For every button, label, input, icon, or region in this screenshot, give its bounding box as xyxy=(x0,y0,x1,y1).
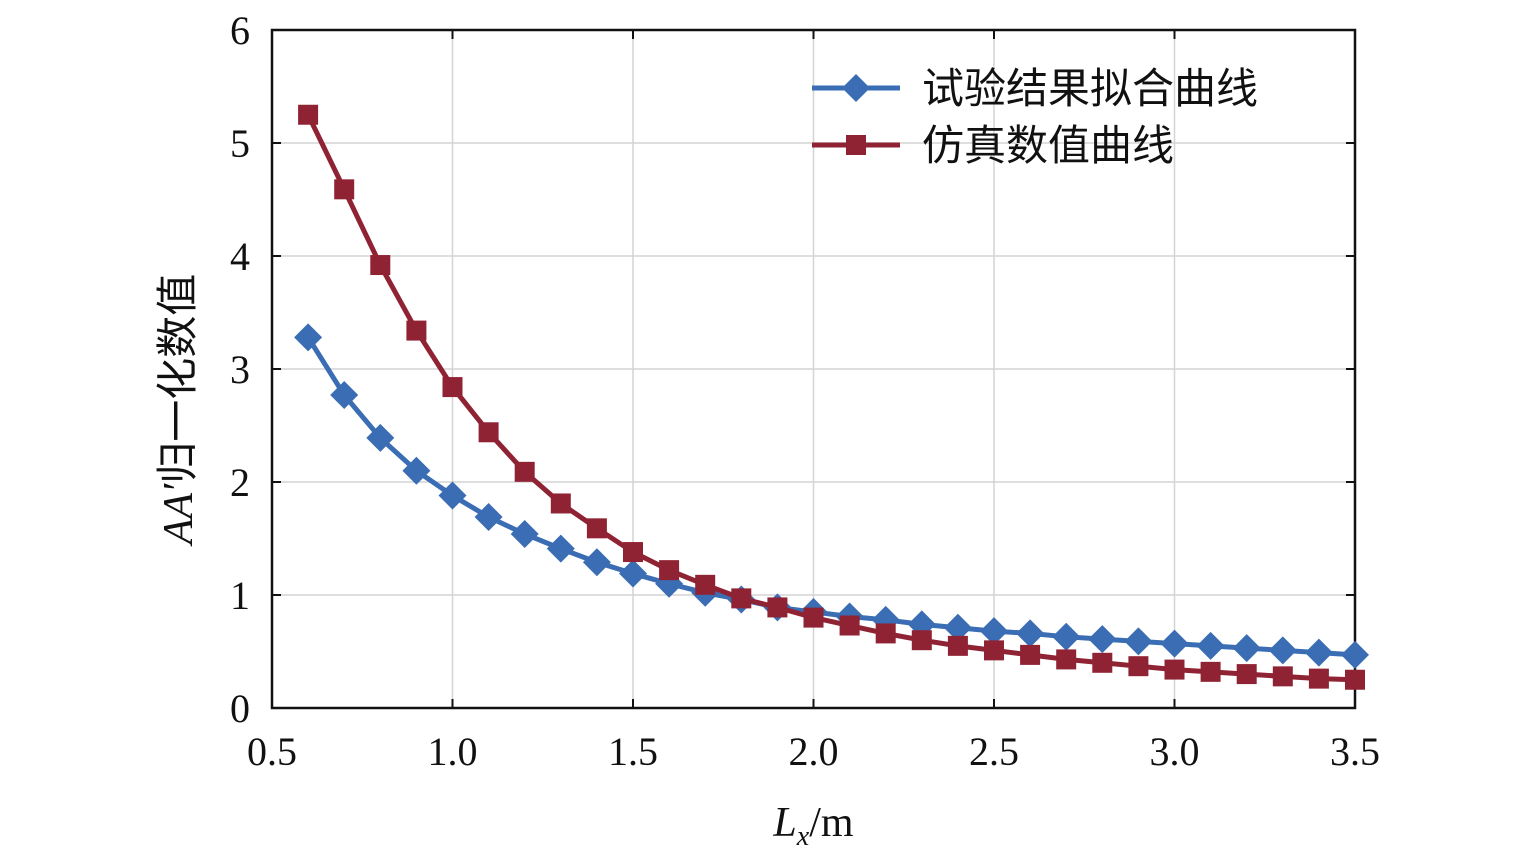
data-point-square xyxy=(1020,644,1041,665)
series-diamond xyxy=(294,323,1369,669)
data-point-diamond xyxy=(943,613,972,642)
legend-marker xyxy=(842,74,870,102)
data-point-square xyxy=(767,597,788,618)
data-point-diamond xyxy=(402,456,431,485)
legend-marker xyxy=(846,135,866,155)
y-tick-label: 5 xyxy=(230,121,250,166)
data-point-square xyxy=(586,518,607,539)
data-point-square xyxy=(550,493,571,514)
data-point-square xyxy=(947,635,968,656)
data-point-square xyxy=(1345,669,1365,690)
data-point-square xyxy=(298,104,319,125)
data-point-diamond xyxy=(1124,627,1153,656)
data-point-diamond xyxy=(1016,619,1045,648)
data-point-diamond xyxy=(1304,638,1333,667)
y-tick-label: 0 xyxy=(230,686,250,731)
data-point-square xyxy=(731,588,752,609)
x-tick-label: 1.5 xyxy=(608,729,658,774)
y-tick-label: 4 xyxy=(230,234,250,279)
data-point-square xyxy=(1056,649,1077,670)
series-square xyxy=(298,104,1365,690)
data-point-diamond xyxy=(438,481,467,510)
data-point-diamond xyxy=(1052,622,1081,651)
axis-ticks: 0.5 1.0 1.5 2.0 2.5 3.0 3.5 0 1 2 3 4 5 6 xyxy=(230,8,1380,774)
legend-item: 试验结果拟合曲线 xyxy=(812,64,1258,113)
data-point-square xyxy=(406,320,427,341)
x-axis-title: Lx/m xyxy=(772,800,853,852)
y-tick-label: 3 xyxy=(230,347,250,392)
x-tick-label: 3.5 xyxy=(1330,729,1380,774)
data-point-square xyxy=(514,461,535,482)
data-point-diamond xyxy=(1088,625,1117,654)
data-point-diamond xyxy=(1341,640,1369,669)
data-point-diamond xyxy=(980,617,1008,646)
data-point-square xyxy=(1092,652,1113,673)
data-point-square xyxy=(875,623,896,644)
data-point-square xyxy=(659,560,680,581)
data-point-diamond xyxy=(546,534,575,563)
data-point-diamond xyxy=(366,423,395,452)
data-point-square xyxy=(370,255,391,276)
data-point-square xyxy=(1128,656,1149,677)
x-axis-var: L xyxy=(772,800,796,846)
data-point-diamond xyxy=(1232,634,1261,663)
data-point-diamond xyxy=(1160,629,1189,658)
data-point-diamond xyxy=(1196,631,1225,660)
y-axis-var: AA′ xyxy=(156,483,202,547)
x-axis-subscript: x xyxy=(796,821,810,852)
data-point-square xyxy=(695,574,716,595)
data-point-diamond xyxy=(294,323,323,352)
data-point-square xyxy=(984,640,1004,661)
y-axis-text: 归一化数值 xyxy=(153,274,202,484)
data-point-square xyxy=(442,377,463,398)
y-tick-label: 1 xyxy=(230,573,250,618)
legend-item: 仿真数值曲线 xyxy=(812,121,1174,170)
data-point-diamond xyxy=(582,548,611,577)
x-axis-unit: /m xyxy=(809,800,854,846)
series-layer xyxy=(294,104,1369,690)
y-tick-label: 6 xyxy=(230,8,250,53)
data-point-square xyxy=(1308,668,1329,689)
data-point-diamond xyxy=(474,503,503,532)
data-point-square xyxy=(1272,666,1293,687)
legend-label: 仿真数值曲线 xyxy=(922,121,1174,170)
legend-label: 试验结果拟合曲线 xyxy=(922,64,1258,113)
y-axis-title: AA′归一化数值 xyxy=(153,274,202,548)
data-point-square xyxy=(623,542,643,563)
data-point-square xyxy=(803,607,824,628)
data-point-square xyxy=(478,422,499,443)
x-tick-label: 1.0 xyxy=(428,729,478,774)
data-point-square xyxy=(1200,661,1221,682)
data-point-square xyxy=(1236,664,1257,685)
data-point-diamond xyxy=(330,380,359,409)
x-tick-label: 3.0 xyxy=(1150,729,1200,774)
data-point-diamond xyxy=(1268,636,1297,665)
x-tick-label: 2.5 xyxy=(969,729,1019,774)
data-point-diamond xyxy=(510,519,539,548)
data-point-diamond xyxy=(619,559,647,588)
y-tick-label: 2 xyxy=(230,460,250,505)
data-point-square xyxy=(334,179,355,200)
data-point-square xyxy=(839,615,860,636)
x-tick-label: 0.5 xyxy=(247,729,297,774)
data-point-square xyxy=(1164,659,1185,680)
x-tick-label: 2.0 xyxy=(789,729,839,774)
data-point-square xyxy=(911,630,932,651)
